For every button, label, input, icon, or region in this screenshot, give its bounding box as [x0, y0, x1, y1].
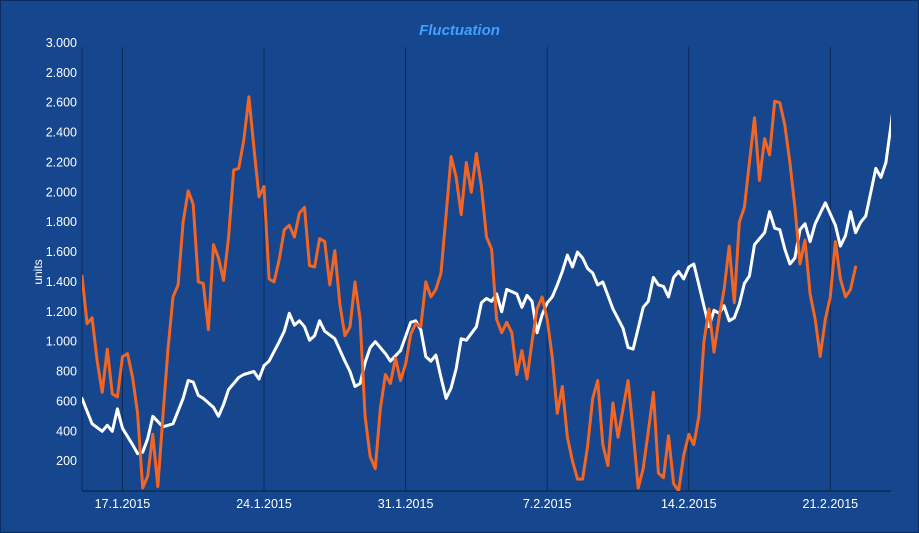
x-tick-label: 24.1.2015	[236, 497, 292, 511]
y-tick-label: 2.600	[46, 96, 77, 110]
y-tick-label: 600	[56, 394, 77, 408]
y-tick-label: 400	[56, 424, 77, 438]
y-tick-label: 1.600	[46, 245, 77, 259]
y-tick-label: 1.800	[46, 215, 77, 229]
y-tick-label: 2.400	[46, 126, 77, 140]
y-tick-label: 800	[56, 365, 77, 379]
y-tick-label: 200	[56, 454, 77, 468]
x-tick-label: 17.1.2015	[95, 497, 151, 511]
y-tick-label: 1.000	[46, 335, 77, 349]
y-tick-label: 2.800	[46, 66, 77, 80]
x-tick-label: 21.2.2015	[803, 497, 859, 511]
y-tick-label: 1.400	[46, 275, 77, 289]
y-axis-label: units	[31, 259, 45, 284]
y-tick-label: 2.000	[46, 185, 77, 199]
chart-title: Fluctuation	[419, 22, 500, 39]
series-line-2	[82, 95, 858, 491]
series-line-1	[82, 113, 891, 456]
y-tick-label: 2.200	[46, 155, 77, 169]
x-tick-label: 31.1.2015	[378, 497, 434, 511]
y-tick-label: 1.200	[46, 305, 77, 319]
x-tick-label: 14.2.2015	[661, 497, 717, 511]
x-tick-label: 7.2.2015	[523, 497, 572, 511]
y-tick-label: 3.000	[46, 36, 77, 50]
